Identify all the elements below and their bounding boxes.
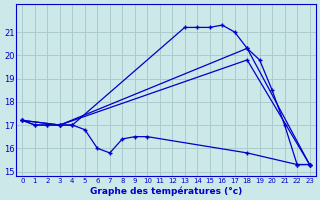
X-axis label: Graphe des températures (°c): Graphe des températures (°c): [90, 186, 242, 196]
